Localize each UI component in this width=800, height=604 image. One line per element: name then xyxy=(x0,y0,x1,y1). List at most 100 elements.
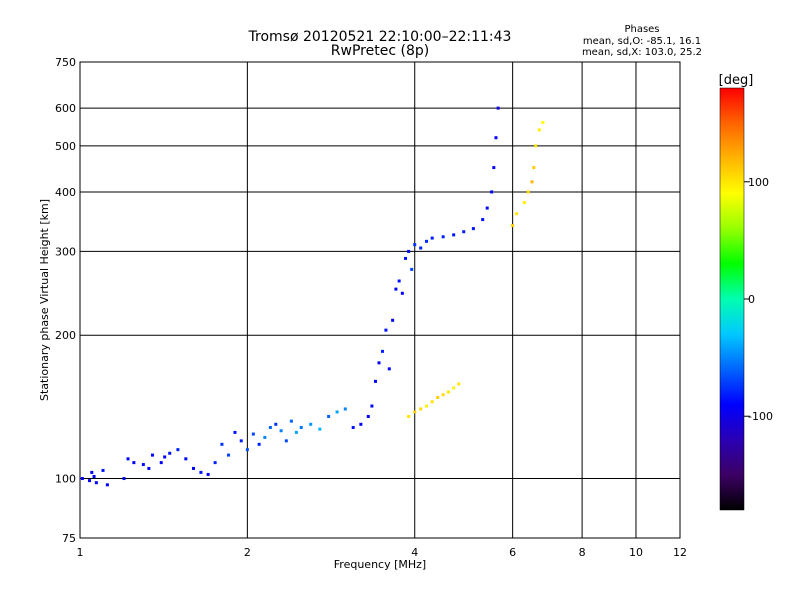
data-point xyxy=(397,279,401,283)
y-tick-label: 75 xyxy=(62,532,76,545)
data-point xyxy=(541,120,545,124)
colorbar xyxy=(719,87,745,511)
data-point xyxy=(370,404,374,408)
data-point xyxy=(407,414,411,418)
data-point xyxy=(511,224,515,228)
x-tick-label: 8 xyxy=(579,546,586,559)
y-axis-label: Stationary phase Virtual Height [km] xyxy=(38,199,51,401)
data-point xyxy=(92,474,96,478)
data-point xyxy=(299,425,303,429)
data-point xyxy=(366,414,370,418)
data-point xyxy=(294,430,298,434)
data-point xyxy=(147,466,151,470)
data-point xyxy=(87,479,91,483)
data-point xyxy=(441,235,445,239)
y-tick-label: 500 xyxy=(55,140,76,153)
data-point xyxy=(380,349,384,353)
data-point xyxy=(126,457,130,461)
data-point xyxy=(90,470,94,474)
data-point xyxy=(430,236,434,240)
data-point xyxy=(452,233,456,237)
data-point xyxy=(220,442,224,446)
data-point xyxy=(410,267,414,271)
data-point xyxy=(384,328,388,332)
colorbar-tick-label: 100 xyxy=(748,176,769,189)
data-point xyxy=(496,106,500,110)
data-point xyxy=(452,386,456,390)
colorbar-ticks: 100 0 -100 xyxy=(744,176,773,423)
data-point xyxy=(163,455,167,459)
data-point xyxy=(343,407,347,411)
data-point xyxy=(274,422,278,426)
data-point xyxy=(419,246,423,250)
data-point xyxy=(233,430,237,434)
data-point xyxy=(289,419,293,423)
data-point xyxy=(413,243,417,247)
y-tick-label: 750 xyxy=(55,56,76,69)
data-point xyxy=(441,393,445,397)
data-point xyxy=(105,483,109,487)
data-point xyxy=(436,395,440,399)
data-point xyxy=(159,461,163,465)
x-axis-ticks: 1 2 4 6 8 10 12 xyxy=(77,546,688,559)
data-point xyxy=(284,439,288,443)
data-point xyxy=(522,201,526,205)
data-point xyxy=(132,461,136,465)
data-point xyxy=(446,390,450,394)
data-point xyxy=(101,468,105,472)
data-point xyxy=(373,379,377,383)
data-point xyxy=(462,230,466,234)
data-point xyxy=(245,448,249,452)
data-point xyxy=(268,425,272,429)
data-point xyxy=(425,239,429,243)
data-point xyxy=(407,249,411,253)
data-point xyxy=(471,227,475,231)
grid-lines xyxy=(80,62,680,538)
y-tick-label: 600 xyxy=(55,102,76,115)
data-point xyxy=(425,404,429,408)
colorbar-tick-label: -100 xyxy=(748,410,773,423)
data-point xyxy=(532,166,536,170)
data-point xyxy=(494,136,498,140)
colorbar-label: [deg] xyxy=(719,73,754,88)
data-point xyxy=(184,457,188,461)
phase-header: Phases xyxy=(624,24,659,35)
data-point xyxy=(150,453,154,457)
data-point xyxy=(122,477,126,481)
data-point xyxy=(257,442,261,446)
data-point xyxy=(490,190,494,194)
data-point xyxy=(387,367,391,371)
data-point xyxy=(80,477,84,481)
data-point xyxy=(457,382,461,386)
data-point xyxy=(400,291,404,295)
y-tick-label: 200 xyxy=(55,329,76,342)
data-point xyxy=(279,429,283,433)
data-point xyxy=(481,218,485,222)
x-tick-label: 12 xyxy=(673,546,687,559)
data-point xyxy=(213,461,217,465)
colorbar-tick-label: 0 xyxy=(748,293,755,306)
chart-title: Tromsø 20120521 22:10:00–22:11:43 xyxy=(248,29,512,45)
data-point xyxy=(141,463,145,467)
data-point xyxy=(251,432,255,436)
data-point xyxy=(534,144,538,148)
data-point xyxy=(515,212,519,216)
data-point xyxy=(239,439,243,443)
data-point xyxy=(419,407,423,411)
data-point xyxy=(318,427,322,431)
data-point xyxy=(404,256,408,260)
x-tick-label: 2 xyxy=(244,546,251,559)
data-point xyxy=(526,190,530,194)
y-axis-ticks: 75 100 200 300 400 500 600 750 xyxy=(55,56,76,545)
data-point xyxy=(227,453,231,457)
data-point xyxy=(537,128,541,132)
data-point xyxy=(176,448,180,452)
data-point xyxy=(377,361,381,365)
data-point xyxy=(309,422,313,426)
data-point xyxy=(394,287,398,291)
phase-stats-x: mean, sd,X: 103.0, 25.2 xyxy=(582,47,702,58)
data-point xyxy=(492,166,496,170)
x-axis-label: Frequency [MHz] xyxy=(334,558,426,571)
x-tick-label: 1 xyxy=(77,546,84,559)
